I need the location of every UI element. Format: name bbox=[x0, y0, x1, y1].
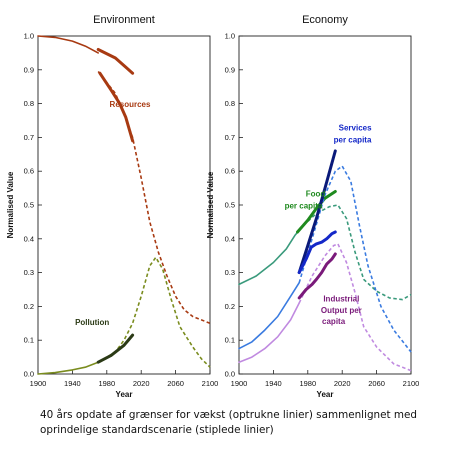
y-tick-label: 0.4 bbox=[225, 234, 235, 243]
annotation-services: Services bbox=[339, 124, 372, 133]
figure-svg: Environment 0.0 0.1 0.2 0.3 0.4 0.5 0.6 0.7 0.8 0.… bbox=[6, 14, 419, 399]
x-tick-label: 1980 bbox=[299, 379, 316, 388]
chart-title: Environment bbox=[93, 14, 155, 26]
resources-solid-line bbox=[37, 35, 99, 54]
annotation-output-per: Output per bbox=[321, 306, 362, 315]
annotation-food: Food bbox=[306, 190, 326, 199]
y-tick-label: 0.3 bbox=[225, 268, 235, 277]
y-tick-label: 0.3 bbox=[24, 268, 34, 277]
x-axis-label: Year bbox=[317, 390, 334, 399]
caption-line-2: oprindelige standardscenarie (stiplede l… bbox=[40, 424, 274, 436]
economy-chart: Economy 0.0 0.1 0.2 0.3 0.4 0.5 0.6 0.7 0.8 0.9 1.0… bbox=[206, 14, 419, 399]
x-tick-label: 2060 bbox=[167, 379, 184, 388]
annotation-per-capita: per capita bbox=[334, 135, 372, 144]
figure-caption: 40 års opdate af grænser for vækst (optr… bbox=[40, 408, 460, 438]
y-tick-label: 0.5 bbox=[24, 201, 34, 210]
services-per-capita-solid-line bbox=[238, 281, 300, 350]
x-axis-label: Year bbox=[116, 390, 133, 399]
x-tick-label: 2060 bbox=[368, 379, 385, 388]
y-tick-label: 0.2 bbox=[24, 302, 34, 311]
annotation-resources: Resources bbox=[110, 100, 151, 109]
y-tick-label: 0.9 bbox=[24, 65, 34, 74]
x-tick-label: 2100 bbox=[202, 379, 219, 388]
x-tick-label: 1900 bbox=[231, 379, 248, 388]
annotation-pollution: Pollution bbox=[75, 318, 109, 327]
y-tick-label: 0.1 bbox=[225, 336, 235, 345]
food-per-capita-dashed-line bbox=[302, 204, 412, 301]
resources-thick-line bbox=[96, 48, 135, 75]
y-tick-label: 0.6 bbox=[225, 167, 235, 176]
y-tick-label: 0.4 bbox=[24, 234, 34, 243]
annotation-industrial: Industrial bbox=[323, 294, 359, 303]
pollution-solid-line bbox=[37, 361, 99, 375]
annotation-capita: capita bbox=[322, 317, 346, 326]
x-tick-label: 1940 bbox=[265, 379, 282, 388]
x-tick-label: 2020 bbox=[334, 379, 351, 388]
industrial-output-per-capita-thick-line bbox=[297, 252, 337, 300]
pollution-thick-line bbox=[96, 333, 135, 364]
y-tick-label: 0.8 bbox=[225, 99, 235, 108]
caption-line-1: 40 års opdate af grænser for vækst (optr… bbox=[40, 409, 418, 421]
series-thick-line bbox=[297, 230, 337, 275]
x-tick-label: 2020 bbox=[133, 379, 150, 388]
resources-thick-line bbox=[98, 71, 135, 143]
services-per-capita-thick-line bbox=[297, 149, 337, 275]
x-tick-label: 1900 bbox=[30, 379, 47, 388]
y-tick-label: 1.0 bbox=[24, 32, 34, 41]
environment-chart: Environment 0.0 0.1 0.2 0.3 0.4 0.5 0.6 0.7 0.8 0.… bbox=[6, 14, 218, 399]
y-tick-label: 0.8 bbox=[24, 99, 34, 108]
y-tick-label: 1.0 bbox=[225, 32, 235, 41]
y-tick-label: 0.5 bbox=[225, 201, 235, 210]
y-tick-label: 0.9 bbox=[225, 65, 235, 74]
x-tick-label: 1940 bbox=[64, 379, 81, 388]
y-axis-label: Normalised Value bbox=[6, 171, 15, 238]
y-tick-label: 0.0 bbox=[225, 370, 235, 379]
y-tick-label: 0.7 bbox=[24, 133, 34, 142]
industrial-output-per-capita-dashed-line bbox=[298, 243, 412, 372]
y-tick-label: 0.7 bbox=[225, 133, 235, 142]
industrial-output-per-capita-solid-line bbox=[238, 302, 300, 363]
resources-dashed-line bbox=[97, 71, 211, 325]
food-per-capita-solid-line bbox=[238, 224, 305, 286]
chart-title: Economy bbox=[302, 14, 348, 26]
y-tick-label: 0.2 bbox=[225, 302, 235, 311]
annotation-per-capita: per capita bbox=[285, 201, 323, 210]
plot-frame bbox=[37, 35, 211, 375]
x-tick-label: 2100 bbox=[403, 379, 420, 388]
y-tick-label: 0.1 bbox=[24, 336, 34, 345]
x-tick-label: 1980 bbox=[98, 379, 115, 388]
y-axis-label: Normalised Value bbox=[206, 171, 215, 238]
food-per-capita-thick-line bbox=[296, 190, 337, 234]
y-tick-label: 0.6 bbox=[24, 167, 34, 176]
y-tick-label: 0.0 bbox=[24, 370, 34, 379]
